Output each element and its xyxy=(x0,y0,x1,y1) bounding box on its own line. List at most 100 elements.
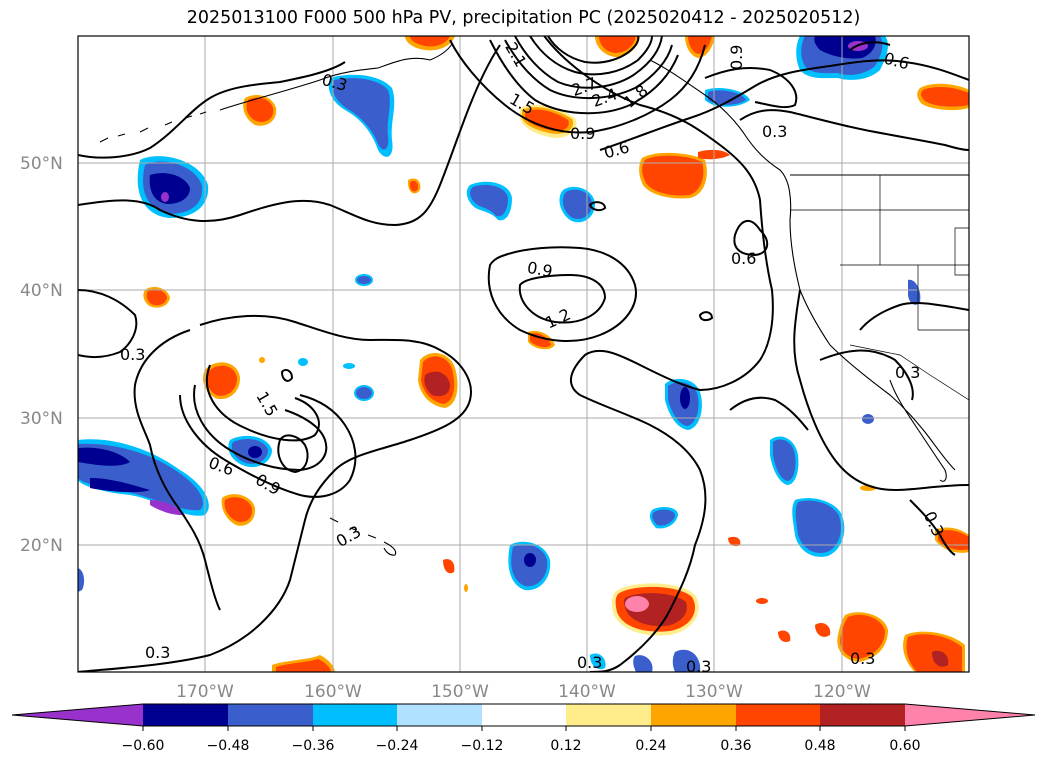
precip-blob xyxy=(357,276,371,284)
lat-label: 20°N xyxy=(20,536,63,556)
contour-label: 0.3 xyxy=(850,649,875,668)
pv-contour-0p3 xyxy=(729,396,809,431)
pv-contour-0p3 xyxy=(793,289,969,492)
colorbar-tick-label: 0.12 xyxy=(550,738,581,754)
contour-label: 0.3 xyxy=(686,657,711,676)
map-plot-area: 2.1 2.7 2.4 1.8 1.5 0.9 0.6 0.9 0.6 0.3 … xyxy=(78,36,969,676)
pv-contour-1p2 xyxy=(518,273,607,324)
pv-contour-closed xyxy=(698,311,714,322)
contour-label: 0.6 xyxy=(731,249,756,268)
colorbar-segment xyxy=(397,704,482,726)
contour-label: 0.9 xyxy=(526,258,554,281)
pv-contour-0p3 xyxy=(78,289,138,358)
colorbar: −0.60 −0.48 −0.36 −0.24 −0.12 0.12 0.24 … xyxy=(11,703,1036,754)
contour-label: 0.3 xyxy=(145,643,170,662)
precip-blob xyxy=(652,509,675,526)
pv-contour-0p3 xyxy=(739,109,969,151)
precip-blob xyxy=(470,184,508,217)
colorbar-segment xyxy=(482,704,566,726)
latitude-labels: 50°N 40°N 30°N 20°N xyxy=(20,154,63,556)
pv-contour-0p6 xyxy=(179,394,357,498)
pv-contour-closed xyxy=(277,434,309,474)
lon-label: 160°W xyxy=(304,682,362,702)
pv-contour-0p3 xyxy=(78,314,472,672)
precip-blob xyxy=(443,559,455,574)
precip-blob xyxy=(756,598,768,604)
precip-blob xyxy=(356,387,372,399)
colorbar-segment xyxy=(820,704,905,726)
colorbar-extend-right xyxy=(905,704,1035,726)
precip-blob xyxy=(464,584,468,592)
precip-blob xyxy=(78,447,130,466)
colorbar-segment xyxy=(143,704,228,726)
pv-contour-closed xyxy=(588,201,607,212)
state-border xyxy=(790,175,969,331)
pv-contour-0p3 xyxy=(133,329,221,611)
colorbar-tick-label: −0.12 xyxy=(461,738,504,754)
colorbar-tick-label: 0.48 xyxy=(804,738,835,754)
pv-contour-1p8 xyxy=(504,39,673,99)
pv-contour-0p3 xyxy=(859,301,969,331)
precip-blob xyxy=(672,649,701,672)
pv-contour-0p3 xyxy=(909,499,956,556)
precip-blob xyxy=(728,536,741,547)
colorbar-tick-label: 0.36 xyxy=(720,738,751,754)
precip-blob xyxy=(343,363,355,369)
contour-label: 0.3 xyxy=(577,653,602,672)
pv-contour-0p9 xyxy=(449,39,706,134)
precip-blob xyxy=(78,568,85,592)
lon-label: 170°W xyxy=(176,682,234,702)
hawaii-islands xyxy=(329,517,397,556)
lon-label: 140°W xyxy=(558,682,616,702)
lat-label: 40°N xyxy=(20,281,63,301)
pv-contour-2p1 xyxy=(514,36,663,89)
precip-negative-anomalies xyxy=(78,36,921,672)
precip-blob xyxy=(625,596,649,612)
map-title: 2025013100 F000 500 hPa PV, precipitatio… xyxy=(186,8,861,28)
colorbar-segment xyxy=(566,704,651,726)
pv-contour-2p4 xyxy=(529,36,653,76)
pv-contour-0p9 xyxy=(487,246,637,343)
colorbar-tick-label: −0.24 xyxy=(376,738,419,754)
precip-blob xyxy=(778,630,791,642)
colorbar-tick-label: 0.60 xyxy=(889,738,920,754)
pv-contour-0p6 xyxy=(849,41,891,51)
contour-label: 0.3 xyxy=(762,122,787,141)
precip-blob xyxy=(590,653,606,670)
precip-blob xyxy=(276,659,331,672)
precip-blob xyxy=(862,414,874,424)
precip-blob xyxy=(908,279,921,305)
colorbar-segment xyxy=(651,704,736,726)
pv-contour-0p6 xyxy=(599,59,969,151)
pv-contour-0p3 xyxy=(543,36,774,672)
lon-label: 130°W xyxy=(685,682,743,702)
precip-blob xyxy=(525,109,569,131)
lat-label: 50°N xyxy=(20,154,63,174)
contour-label: 0.9 xyxy=(727,45,746,70)
plot-frame xyxy=(77,35,970,673)
precip-blob xyxy=(90,478,150,493)
lat-label: 30°N xyxy=(20,409,63,429)
colorbar-segment xyxy=(736,704,820,726)
precip-blob xyxy=(815,623,831,637)
alaska-coast xyxy=(219,43,453,111)
precip-blob xyxy=(206,365,237,396)
colorbar-tick-label: −0.36 xyxy=(292,738,335,754)
precip-blob xyxy=(708,90,746,105)
precip-blob xyxy=(633,655,653,672)
precip-blob xyxy=(146,289,167,306)
pv-contour-0p9 xyxy=(193,384,328,472)
precip-blob xyxy=(599,36,636,53)
lon-label: 120°W xyxy=(813,682,871,702)
precip-blob xyxy=(161,192,169,202)
colorbar-tick-label: 0.24 xyxy=(635,738,666,754)
precip-blob xyxy=(562,189,592,219)
precip-blob xyxy=(524,553,536,567)
pv-contours xyxy=(78,36,969,672)
pv-contour-0p3 xyxy=(78,61,346,159)
precip-blob xyxy=(795,500,841,553)
pv-contour-0p3 xyxy=(78,44,501,227)
aleutian-islands xyxy=(99,111,207,143)
precip-blob xyxy=(259,357,265,363)
